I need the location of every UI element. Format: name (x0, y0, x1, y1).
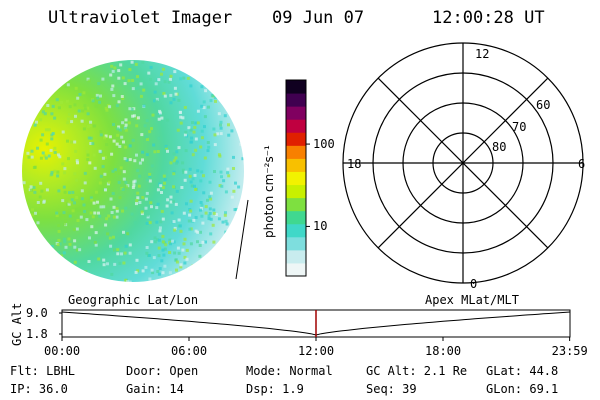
lat-label-60: 60 (536, 98, 551, 112)
geographic-label: Geographic Lat/Lon (68, 293, 199, 307)
x-tick-label: 12:00 (298, 344, 335, 358)
colorbar-frame (285, 79, 307, 277)
colorbar-segment (286, 210, 306, 225)
mlt-label-18: 18 (347, 157, 362, 171)
polar-grid (342, 42, 584, 284)
gc-alt-axis-label: GC Alt (10, 302, 24, 346)
mlt-meridian (377, 77, 549, 249)
dsp-info: Dsp: 1.9 (246, 382, 304, 396)
colorbar-segment (286, 158, 306, 172)
colorbar-segment (286, 171, 306, 186)
x-tick-label: 23:59 (551, 344, 588, 358)
colorbar-tick-label: 100 (313, 137, 335, 152)
mlt-label-12: 12 (475, 47, 490, 61)
glon-info: GLon: 69.1 (486, 382, 559, 396)
gc-alt-info: GC Alt: 2.1 Re (366, 364, 468, 378)
earth-disc (22, 60, 244, 282)
time-label: 12:00:28 UT (432, 8, 545, 28)
x-tick-label: 18:00 (425, 344, 462, 358)
instrument-title: Ultraviolet Imager (48, 8, 233, 28)
lat-label-80: 80 (492, 140, 507, 154)
colorbar-segment (286, 106, 306, 120)
apex-label: Apex MLat/MLT (425, 293, 519, 307)
x-tick-label: 00:00 (44, 344, 81, 358)
lat-label-70: 70 (512, 120, 527, 134)
colorbar-segment (286, 119, 306, 133)
altitude-timeline (59, 309, 571, 341)
colorbar-segment (286, 145, 306, 159)
colorbar-segment (286, 93, 306, 107)
image-speckle (22, 60, 244, 282)
glat-info: GLat: 44.8 (486, 364, 559, 378)
colorbar-segment (286, 184, 306, 199)
date-label: 09 Jun 07 (272, 8, 365, 28)
colorbar-segment (286, 236, 306, 251)
ip-info: IP: 36.0 (10, 382, 68, 396)
door-info: Door: Open (126, 364, 199, 378)
auroral-image (22, 60, 244, 282)
mlt-label-0: 0 (470, 277, 478, 291)
colorbar-segment (286, 262, 306, 277)
limb-line (235, 199, 249, 280)
filter-info: Flt: LBHL (10, 364, 76, 378)
mlt-label-6: 6 (578, 157, 586, 171)
colorbar-segment (286, 223, 306, 238)
seq-info: Seq: 39 (366, 382, 417, 396)
y-tick-1-8: 1.8 (26, 327, 48, 341)
mode-info: Mode: Normal (246, 364, 333, 378)
y-tick-9: 9.0 (26, 306, 48, 320)
colorbar (285, 79, 310, 277)
colorbar-segment (286, 249, 306, 264)
gain-info: Gain: 14 (126, 382, 184, 396)
colorbar-tick-label: 10 (313, 219, 328, 234)
colorbar-unit-label: photon cm⁻²s⁻¹ (262, 145, 276, 238)
colorbar-segment (286, 132, 306, 146)
colorbar-segment (286, 80, 306, 94)
x-tick-label: 06:00 (171, 344, 208, 358)
colorbar-segment (286, 197, 306, 212)
